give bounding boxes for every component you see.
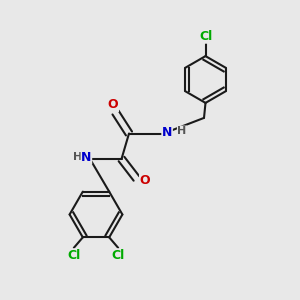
Text: N: N [162,125,172,139]
Text: H: H [178,126,187,136]
Text: O: O [140,174,150,188]
Text: O: O [108,98,118,112]
Text: N: N [81,151,92,164]
Text: Cl: Cl [67,249,80,262]
Text: Cl: Cl [199,30,212,43]
Text: H: H [73,152,82,162]
Text: Cl: Cl [112,249,125,262]
